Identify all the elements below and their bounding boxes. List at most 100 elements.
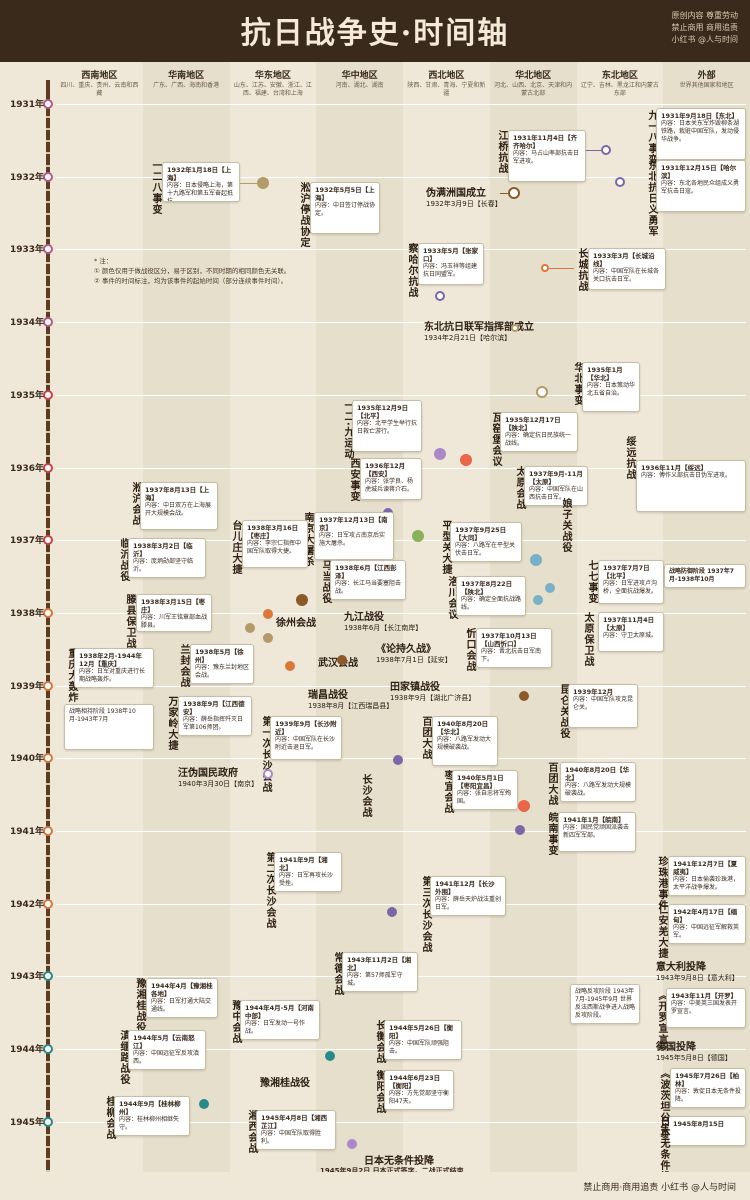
event-date: 1938年6月【长江南岸】 — [344, 624, 423, 632]
year-label: 1932年 — [10, 172, 45, 183]
event-card: 1931年12月15日【哈尔滨】 内容：东北各地民众组成义勇军抗击日寇。 — [656, 160, 746, 212]
axis-tick — [46, 770, 50, 773]
event-card: 1935年1月【华北】 内容：日本策动华北五省自治。 — [582, 362, 640, 412]
axis-tick — [46, 734, 50, 737]
event-card: 1937年10月13日【山西忻口】 内容：晋北抗击日军南下。 — [476, 628, 552, 668]
event-title: 万家岭大捷 — [166, 696, 177, 751]
axis-tick — [46, 867, 50, 870]
event-body: 内容：日军对重庆进行长期战略轰炸。 — [79, 668, 146, 683]
year-label: 1937年 — [10, 536, 45, 547]
event-card: 1941年12月7日【夏威夷】 内容：日本偷袭珍珠港，太平洋战争爆发。 — [668, 856, 746, 896]
axis-tick — [46, 915, 50, 918]
legend-note-line: ② 事件的时间标注，均为该事件的起始时间（部分连续事件时间）。 — [94, 277, 288, 285]
event-body: 内容：第57师孤军守城。 — [347, 972, 403, 987]
event-title: 枣宜会战 — [442, 770, 453, 814]
event-card: 1944年9月【桂林柳州】 内容：桂林柳州相继失守。 — [114, 1096, 190, 1136]
year-dot — [43, 244, 53, 255]
axis-tick — [46, 988, 50, 991]
axis-tick — [46, 515, 50, 518]
axis-tick — [46, 382, 50, 385]
event-card: 1931年11月4日【齐齐哈尔】 内容：马占山率部抗击日军进攻。 — [508, 130, 586, 182]
event-body: 内容：长江马当要塞阻击战。 — [335, 580, 402, 595]
connector-line — [586, 150, 601, 151]
year-gridline — [56, 249, 746, 251]
event-marker — [347, 1139, 357, 1149]
header-note-line: 小红书 @人与时间 — [671, 35, 738, 44]
axis-tick — [46, 600, 50, 603]
event-date: 1944年9月【桂林柳州】 — [119, 1100, 181, 1116]
event-marker — [533, 595, 543, 605]
event-title: 桂柳会战 — [104, 1096, 115, 1140]
year-label: 1933年 — [10, 245, 45, 256]
event-card: 1938年5月【徐州】 内容：豫东兰封地区会战。 — [190, 644, 254, 684]
event-body: 内容：日本关东军炸毁柳条湖铁路，栽赃中国军队，发动侵华战争。 — [661, 120, 740, 143]
region-name: 华北地区 — [515, 71, 552, 81]
event-date: 1944年6月23日【衡阳】 — [389, 1074, 441, 1090]
event-date: 1940年8月20日【华北】 — [565, 766, 630, 782]
event-card: 1938年6月【江西彭泽】 内容：长江马当要塞阻击战。 — [330, 560, 406, 600]
event-date: 1944年5月【云南怒江】 — [133, 1034, 195, 1050]
region-name: 华中地区 — [341, 71, 378, 81]
event-date: 1932年1月18日【上海】 — [167, 166, 232, 182]
event-date: 1944年4月-5月【河南中部】 — [245, 1004, 314, 1020]
event-card: 1936年11月【绥远】 内容：傅作义部抗击日伪军进攻。 — [636, 460, 746, 512]
axis-tick — [46, 1097, 50, 1100]
event-date: 1938年3月15日【枣庄】 — [141, 598, 206, 614]
axis-tick — [46, 1133, 50, 1136]
event-card: 1945年8月15日 — [668, 1116, 746, 1146]
event-title: 马当战役 — [320, 560, 331, 604]
event-title: 皖南事变 — [546, 812, 557, 856]
axis-tick — [46, 843, 50, 846]
event-date: 1934年2月21日【哈尔滨】 — [424, 334, 512, 342]
axis-tick — [46, 1036, 50, 1039]
event-title: 台儿庄大捷 — [230, 520, 241, 575]
event-body: 内容：日军再攻长沙受挫。 — [279, 872, 334, 887]
event-card: 1941年12月【长沙外围】 内容：薛岳天炉战法重创日军。 — [430, 876, 506, 916]
event-title: 长衡会战 — [374, 1020, 385, 1064]
event-date: 1937年11月4日【太原】 — [603, 616, 655, 632]
axis-tick — [46, 709, 50, 712]
event-card: 1938年3月15日【枣庄】 内容：川军王铭章部血战滕县。 — [136, 594, 212, 632]
event-card: 1940年8月20日【华北】 内容：八路军发动大规模破袭战。 — [432, 716, 498, 766]
event-title: 绥远抗战 — [624, 436, 635, 480]
event-card: 1938年3月2日【临沂】 内容：庞炳勋部坚守临沂。 — [128, 538, 206, 578]
region-subtitle: 世界其他国家和地区 — [679, 82, 734, 89]
event-body: 内容：中美英三国发表开罗宣言。 — [671, 1000, 738, 1015]
event-body: 内容：日军打通大陆交通线。 — [151, 998, 212, 1013]
event-date: 1931年9月18日【东北】 — [661, 112, 739, 120]
event-title: 太原会战 — [514, 466, 525, 510]
event-title: 第二次长沙会战 — [264, 852, 275, 929]
year-gridline — [56, 540, 746, 542]
event-card: 1944年4月-5月【河南中部】 内容：日军发动一号作战。 — [240, 1000, 320, 1040]
event-date: 1937年8月22日【陕北】 — [461, 580, 513, 596]
event-body: 内容：中日签订停战协定。 — [315, 202, 376, 217]
event-body: 内容：敦促日本无条件投降。 — [675, 1088, 742, 1103]
event-date: 1937年10月13日【山西忻口】 — [481, 632, 537, 648]
event-body: 内容：晋北抗击日军南下。 — [481, 648, 542, 663]
event-marker — [541, 264, 549, 272]
year-label: 1936年 — [10, 463, 45, 474]
event-date: 1941年12月7日【夏威夷】 — [673, 860, 738, 876]
year-label: 1934年 — [10, 318, 45, 329]
header-note: 原创内容 尊重劳动 禁止商用 商用追责 小红书 @人与时间 — [671, 10, 738, 46]
event-date: 1938年9月【湖北广济县】 — [390, 694, 476, 702]
axis-tick — [46, 940, 50, 943]
event-title: 九江战役 — [344, 612, 384, 623]
event-card: 1940年8月20日【华北】 内容：八路军发动大规模破袭战。 — [560, 762, 636, 802]
axis-tick — [46, 1109, 50, 1112]
event-title: 长城抗战 — [576, 248, 587, 292]
event-marker — [325, 1051, 335, 1061]
axis-tick — [46, 164, 50, 167]
event-date: 1943年11月2日【湘北】 — [347, 956, 412, 972]
region-subtitle: 广东、广西、海南和香港 — [153, 82, 220, 89]
axis-tick — [46, 794, 50, 797]
region-name: 东北地区 — [601, 71, 638, 81]
axis-tick — [46, 297, 50, 300]
event-body: 内容：薛岳指挥歼灭日军第106师团。 — [183, 716, 244, 731]
axis-tick — [46, 213, 50, 216]
header-note-line: 禁止商用 商用追责 — [671, 23, 738, 32]
event-date: 1938年6月【江西彭泽】 — [335, 564, 397, 580]
event-title: 一二·九运动 — [342, 400, 353, 460]
year-label: 1945年 — [10, 1117, 45, 1128]
event-title: 昆仑关战役 — [558, 684, 569, 739]
